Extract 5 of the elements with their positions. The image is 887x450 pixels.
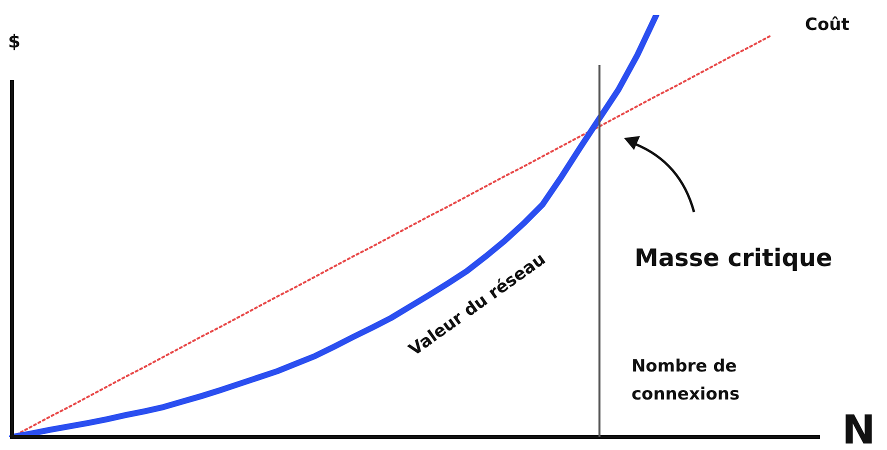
x-axis-title: N xyxy=(842,407,876,450)
y-axis-title: $ xyxy=(8,32,21,53)
annotation: Masse critique xyxy=(634,244,832,272)
annotation: Nombre de connexions xyxy=(631,356,740,404)
text: Coût xyxy=(805,15,850,36)
